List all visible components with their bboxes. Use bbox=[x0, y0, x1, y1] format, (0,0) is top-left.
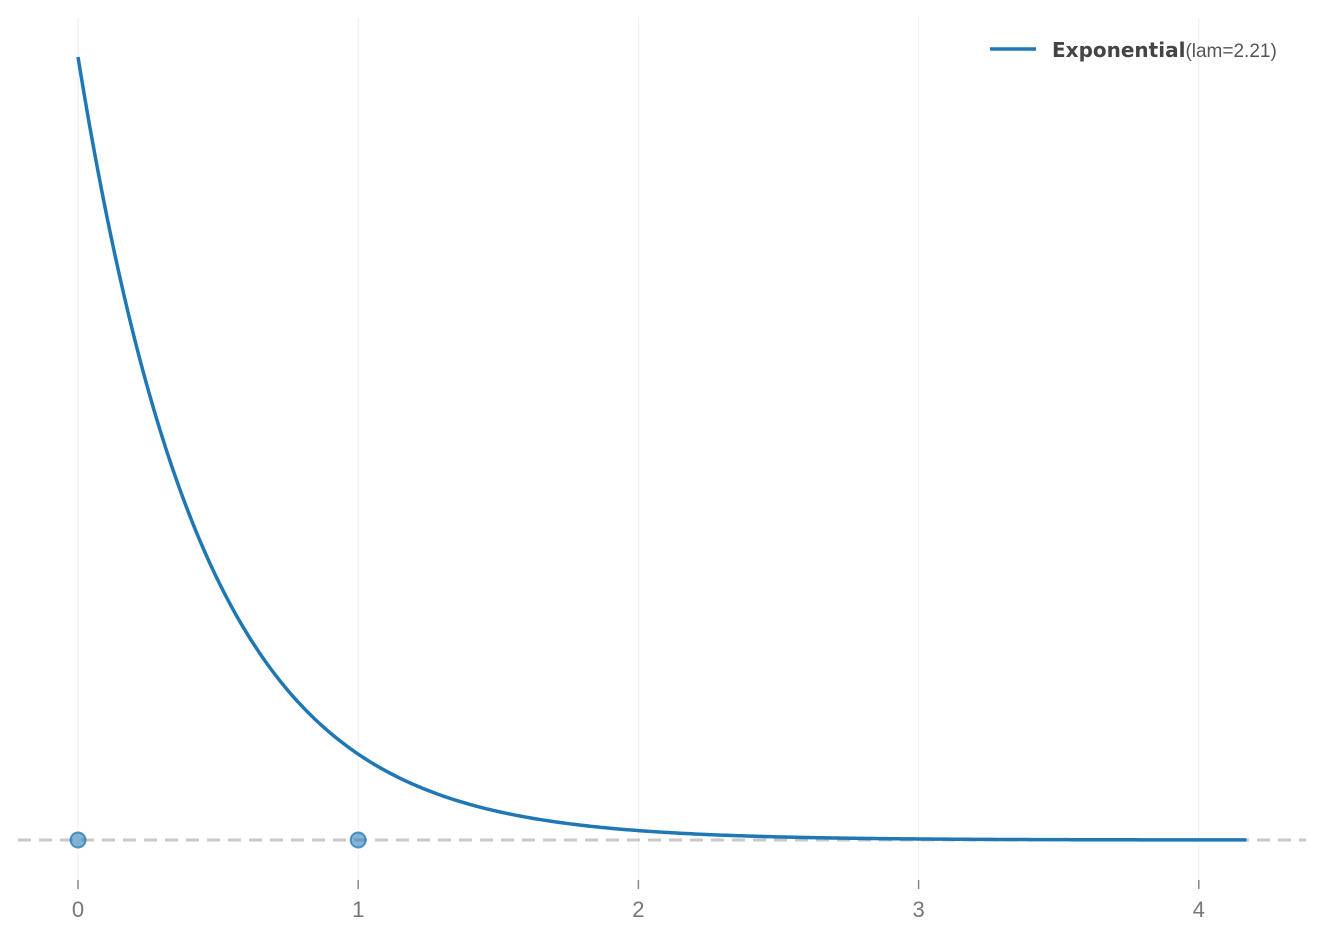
baseline-marker-1 bbox=[349, 831, 367, 849]
series-line-exponential bbox=[76, 56, 1247, 842]
x-tick-label-1: 1 bbox=[352, 897, 364, 922]
marker-layer bbox=[69, 831, 367, 849]
x-axis: 0 1 2 3 4 bbox=[72, 880, 1205, 922]
legend[interactable]: Exponential(lam=2.21) bbox=[990, 38, 1277, 62]
legend-series-name: Exponential bbox=[1052, 38, 1185, 62]
x-tick-label-4: 4 bbox=[1193, 897, 1205, 922]
x-tick-label-0: 0 bbox=[72, 897, 84, 922]
x-tick-label-3: 3 bbox=[912, 897, 924, 922]
x-tick-label-2: 2 bbox=[632, 897, 644, 922]
grid bbox=[77, 18, 1200, 885]
legend-series-param: (lam=2.21) bbox=[1185, 41, 1276, 62]
series-layer bbox=[76, 56, 1247, 842]
baseline-marker-0 bbox=[69, 831, 87, 849]
legend-label-exponential: Exponential(lam=2.21) bbox=[1052, 38, 1277, 62]
